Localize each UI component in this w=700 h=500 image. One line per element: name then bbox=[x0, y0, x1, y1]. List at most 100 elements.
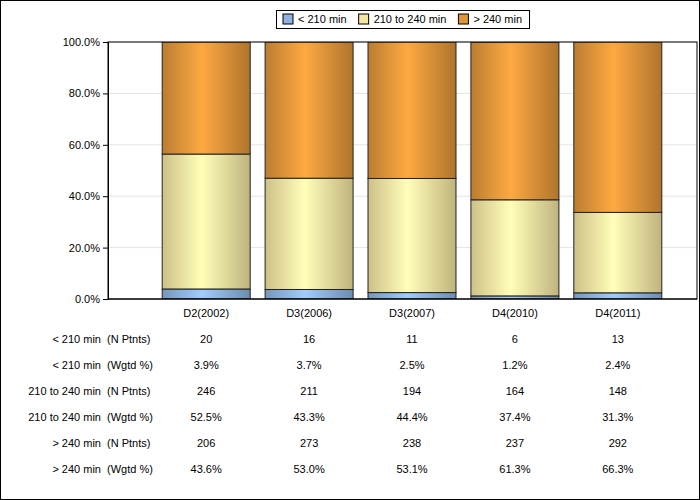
table-cell: 246 bbox=[197, 385, 215, 397]
y-tick-mark bbox=[103, 145, 108, 146]
y-axis-line bbox=[103, 43, 109, 300]
y-tick-label: 20.0% bbox=[69, 242, 100, 254]
table-cell: 292 bbox=[609, 437, 627, 449]
bar bbox=[574, 293, 662, 299]
x-tick: D3(2007) bbox=[389, 299, 435, 319]
table-cell: 53.1% bbox=[396, 463, 427, 475]
x-tick-label: D3(2006) bbox=[286, 307, 332, 319]
y-tick-label: 80.0% bbox=[69, 87, 100, 99]
bar bbox=[368, 42, 456, 178]
y-tick: 20.0% bbox=[69, 242, 108, 254]
table-cell: 11 bbox=[406, 333, 417, 345]
y-tick: 100.0% bbox=[63, 36, 108, 48]
y-tick-label: 100.0% bbox=[63, 36, 101, 48]
bar bbox=[471, 42, 559, 200]
table-cell: 61.3% bbox=[499, 463, 530, 475]
legend: < 210 min 210 to 240 min > 240 min bbox=[277, 11, 530, 29]
x-axis: D2(2002) D3(2006) D3(2007) D4(2010) D4(2011) bbox=[108, 299, 697, 319]
y-tick: 40.0% bbox=[69, 190, 108, 202]
bar bbox=[162, 42, 250, 154]
bars bbox=[162, 42, 662, 299]
y-tick-mark bbox=[103, 299, 108, 300]
table-cell: 53.0% bbox=[293, 463, 324, 475]
bar bbox=[368, 178, 456, 292]
x-tick-label: D3(2007) bbox=[389, 307, 435, 319]
legend-box bbox=[277, 11, 530, 29]
row-label: > 240 min bbox=[52, 463, 101, 475]
x-tick-label: D2(2002) bbox=[183, 307, 229, 319]
x-tick: D4(2011) bbox=[595, 299, 640, 319]
table-cell: 237 bbox=[506, 437, 524, 449]
plot-frame bbox=[108, 42, 697, 299]
y-tick: 60.0% bbox=[69, 139, 108, 151]
table-cell: 6 bbox=[512, 333, 518, 345]
bar bbox=[368, 293, 456, 299]
x-tick: D3(2006) bbox=[286, 299, 332, 319]
table-cell: 238 bbox=[403, 437, 421, 449]
row-label-suffix: (Wgtd %) bbox=[107, 463, 153, 475]
y-tick-mark bbox=[103, 93, 108, 94]
table-cell: 2.4% bbox=[605, 359, 630, 371]
bar bbox=[265, 289, 353, 299]
table-cell: 164 bbox=[506, 385, 524, 397]
row-label: 210 to 240 min bbox=[28, 411, 101, 423]
y-tick: 0.0% bbox=[75, 293, 108, 305]
table-cell: 31.3% bbox=[602, 411, 633, 423]
row-label-suffix: (N Ptnts) bbox=[107, 437, 150, 449]
table-cell: 43.3% bbox=[293, 411, 324, 423]
row-label: < 210 min bbox=[52, 359, 101, 371]
bar bbox=[574, 212, 662, 292]
legend-swatch bbox=[359, 14, 369, 24]
table-cell: 16 bbox=[303, 333, 315, 345]
x-tick: D4(2010) bbox=[492, 299, 538, 319]
table-cell: 2.5% bbox=[399, 359, 424, 371]
y-axis: 0.0% 20.0% 40.0% 60.0% 80.0% 100.0% bbox=[63, 36, 109, 305]
table-cell: 3.7% bbox=[297, 359, 322, 371]
table-cell: 20 bbox=[200, 333, 212, 345]
row-label-suffix: (N Ptnts) bbox=[107, 333, 150, 345]
table-cell: 37.4% bbox=[499, 411, 530, 423]
y-tick-mark bbox=[103, 196, 108, 197]
bar bbox=[265, 42, 353, 178]
row-label-suffix: (N Ptnts) bbox=[107, 385, 150, 397]
data-table: < 210 min (N Ptnts) 20 16 11 6 13 < 210 min (Wgt… bbox=[28, 333, 633, 475]
table-cell: 3.9% bbox=[194, 359, 219, 371]
table-cell: 194 bbox=[403, 385, 421, 397]
legend-swatch bbox=[283, 14, 293, 24]
table-cell: 44.4% bbox=[396, 411, 427, 423]
table-cell: 13 bbox=[612, 333, 624, 345]
x-tick-label: D4(2010) bbox=[492, 307, 538, 319]
x-tick-label: D4(2011) bbox=[595, 307, 640, 319]
y-tick-label: 60.0% bbox=[69, 139, 100, 151]
table-cell: 148 bbox=[609, 385, 627, 397]
row-label-suffix: (Wgtd %) bbox=[107, 359, 153, 371]
y-tick: 80.0% bbox=[69, 87, 108, 99]
table-cell: 43.6% bbox=[191, 463, 222, 475]
bar bbox=[265, 178, 353, 289]
bar bbox=[162, 289, 250, 299]
legend-label: > 240 min bbox=[473, 13, 522, 25]
legend-label: 210 to 240 min bbox=[374, 13, 447, 25]
row-label: < 210 min bbox=[52, 333, 101, 345]
table-cell: 1.2% bbox=[502, 359, 527, 371]
y-tick-mark bbox=[103, 248, 108, 249]
bar bbox=[471, 200, 559, 296]
page-border bbox=[1, 1, 700, 500]
table-cell: 273 bbox=[300, 437, 318, 449]
row-label: 210 to 240 min bbox=[28, 385, 101, 397]
table-cell: 206 bbox=[197, 437, 215, 449]
chart-svg: 0.0% 20.0% 40.0% 60.0% 80.0% 100.0% D2(2002) D3… bbox=[0, 0, 700, 500]
table-cell: 52.5% bbox=[191, 411, 222, 423]
legend-label: < 210 min bbox=[298, 13, 347, 25]
legend-swatch bbox=[458, 14, 468, 24]
x-axis-line bbox=[108, 299, 697, 300]
row-label: > 240 min bbox=[52, 437, 101, 449]
y-tick-label: 40.0% bbox=[69, 190, 100, 202]
grid bbox=[108, 42, 697, 299]
bar bbox=[162, 154, 250, 289]
row-label-suffix: (Wgtd %) bbox=[107, 411, 153, 423]
y-tick-label: 0.0% bbox=[75, 293, 100, 305]
table-cell: 211 bbox=[300, 385, 318, 397]
x-tick: D2(2002) bbox=[183, 299, 229, 319]
y-tick-mark bbox=[103, 42, 108, 43]
